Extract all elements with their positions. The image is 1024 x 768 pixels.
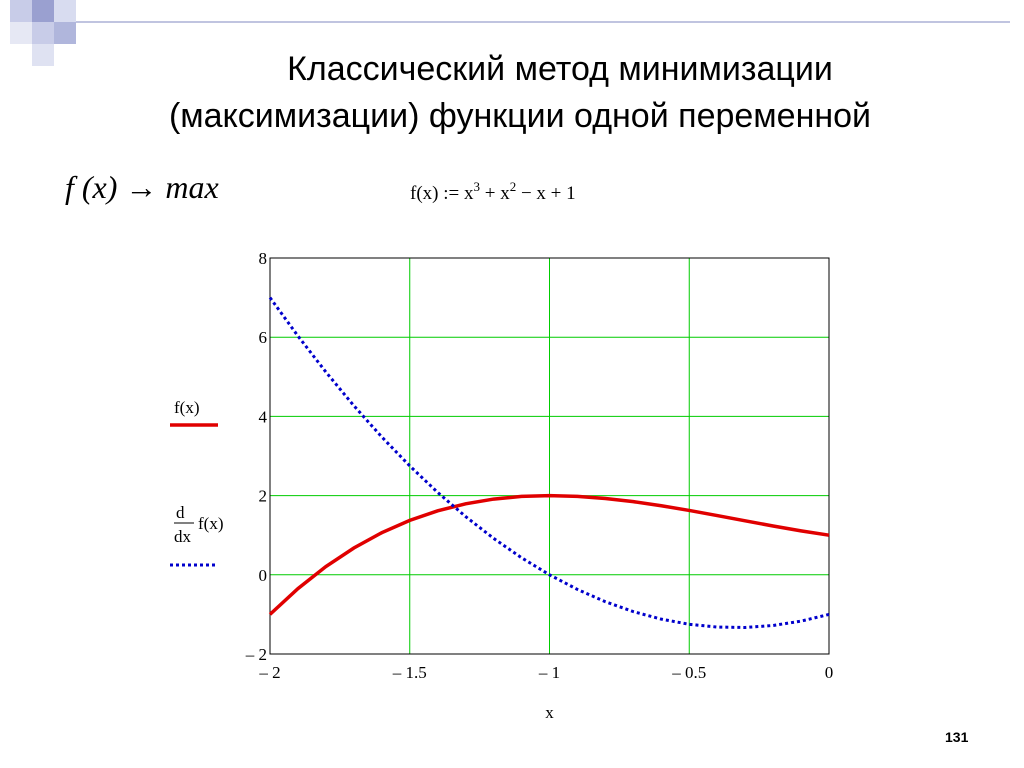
corner-decoration <box>10 0 1010 66</box>
x-axis-label: x <box>545 703 554 722</box>
goal-formula: f (x) → max <box>65 169 219 205</box>
y-tick-label: 6 <box>259 328 268 347</box>
x-tick-label: – 1 <box>538 663 560 682</box>
legend-operand: f(x) <box>198 514 223 533</box>
x-tick-label: – 2 <box>258 663 280 682</box>
formula-part: + x <box>480 183 510 204</box>
legend-denominator: dx <box>174 527 192 546</box>
chart: – 2 – 1.5 – 1 – 0.5 0 – 2 0 2 4 6 8 x f(x) d dx f(x) <box>170 249 833 722</box>
y-tick-label: 8 <box>259 249 268 268</box>
x-tick-label: 0 <box>825 663 834 682</box>
function-definition: f(x) := x3 + x2 − x + 1 <box>410 179 576 204</box>
y-tick-label: 0 <box>259 566 268 585</box>
y-tick-label: 2 <box>259 487 268 506</box>
title-line: Классический метод минимизации <box>287 50 833 88</box>
page-number: 131 <box>945 729 969 745</box>
legend-label: f(x) <box>174 398 199 417</box>
series-line <box>268 493 830 616</box>
series-line <box>268 296 830 629</box>
y-tick-label: 4 <box>259 407 268 426</box>
formula-part: f(x) := x <box>410 183 474 204</box>
superscript: 2 <box>510 179 517 194</box>
x-tick-label: – 0.5 <box>671 663 706 682</box>
superscript: 3 <box>473 179 480 194</box>
x-tick-label: – 1.5 <box>392 663 427 682</box>
plot-frame <box>269 257 830 655</box>
y-tick-label: – 2 <box>245 645 267 664</box>
formula-part: − x + 1 <box>516 183 575 204</box>
legend-numerator: d <box>176 503 185 522</box>
title-line: (максимизации) функции одной переменной <box>169 97 871 135</box>
